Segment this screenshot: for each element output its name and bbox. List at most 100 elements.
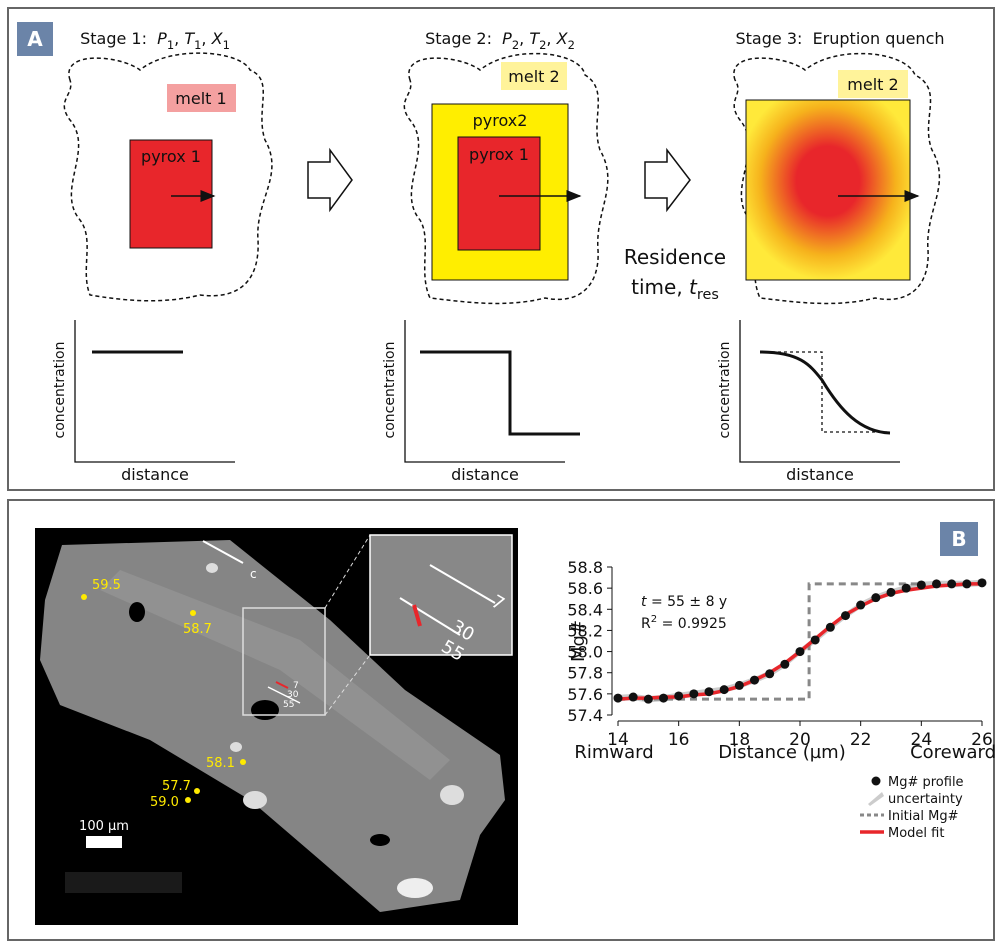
chart: 57.457.657.858.058.258.458.658.814161820… — [567, 558, 996, 841]
x-end-label: Coreward — [910, 742, 996, 763]
axis-label: concentration — [52, 342, 68, 439]
text-run: Residence — [624, 245, 726, 269]
data-point — [796, 647, 805, 656]
data-point — [780, 660, 789, 669]
text-run: res — [697, 287, 719, 303]
y-tick-label: 57.6 — [567, 685, 603, 704]
concentration-profile — [760, 352, 890, 433]
data-point — [932, 579, 941, 588]
data-point — [978, 578, 987, 587]
x-tick-label: 22 — [850, 730, 872, 750]
data-point — [765, 669, 774, 678]
axis-label: concentration — [382, 342, 398, 439]
panel-a: A Stage 1: P1, T1, X1 Stage 2: P2, T2, X… — [8, 8, 994, 490]
text-run: , — [174, 29, 184, 48]
text-run: = 0.9925 — [657, 616, 727, 632]
data-point — [947, 579, 956, 588]
data-point — [705, 687, 714, 696]
text-run: 2 — [539, 38, 546, 52]
stage-title: Stage 2: P2, T2, X2 — [425, 29, 575, 52]
axis-label: distance — [786, 465, 854, 484]
crystal-label: pyrox2 — [473, 111, 528, 130]
legend-label: Mg# profile — [888, 775, 964, 790]
text-run: P — [502, 29, 512, 48]
data-point — [871, 593, 880, 602]
crystal-label: pyrox 1 — [469, 145, 529, 164]
data-point — [841, 611, 850, 620]
profile-label: 30 — [287, 690, 299, 700]
point-label: 59.0 — [150, 795, 179, 810]
text-run: 2 — [568, 38, 575, 52]
residence-label: time, tres — [631, 275, 719, 303]
figure: A Stage 1: P1, T1, X1 Stage 2: P2, T2, X… — [0, 0, 1002, 946]
melt-label: melt 1 — [175, 89, 226, 108]
panel-label: A — [27, 27, 43, 51]
stage-title: Stage 1: P1, T1, X1 — [80, 29, 230, 52]
text-run: 1 — [167, 38, 174, 52]
data-point — [856, 601, 865, 610]
concentration-profile — [420, 352, 580, 434]
axis-label: c — [250, 567, 257, 581]
data-point — [750, 676, 759, 685]
axis-label: concentration — [717, 342, 733, 439]
text-run: 1 — [194, 38, 201, 52]
axis-label: distance — [121, 465, 189, 484]
data-point — [674, 691, 683, 700]
data-point — [902, 584, 911, 593]
crystal-label: pyrox 1 — [141, 147, 201, 166]
text-run: = 55 ± 8 y — [647, 594, 728, 610]
data-point — [917, 580, 926, 589]
crystal-zoned — [746, 100, 910, 280]
residence-label: Residence — [624, 245, 726, 269]
data-point — [887, 588, 896, 597]
x-axis-label: Distance (µm) — [718, 742, 845, 763]
data-point — [614, 694, 623, 703]
data-point — [689, 689, 698, 698]
scale-bar-label: 100 µm — [79, 819, 129, 834]
legend-label: Model fit — [888, 826, 944, 841]
data-point — [629, 693, 638, 702]
y-tick-label: 58.4 — [567, 600, 603, 619]
data-point — [962, 579, 971, 588]
data-point — [659, 694, 668, 703]
text-run: Stage 2: — [425, 29, 502, 48]
data-point — [720, 685, 729, 694]
annotation: R2 = 0.9925 — [641, 614, 727, 632]
point-label: 57.7 — [162, 779, 191, 794]
y-tick-label: 58.6 — [567, 579, 603, 598]
point-label: 58.7 — [183, 622, 212, 637]
data-point — [644, 695, 653, 704]
y-axis-label: Mg# — [568, 620, 589, 662]
x-end-label: Rimward — [574, 742, 653, 763]
text-run: 2 — [512, 38, 519, 52]
data-point — [735, 681, 744, 690]
legend-symbol — [868, 792, 884, 806]
stage-arrow — [308, 150, 352, 210]
initial-profile — [760, 352, 890, 432]
point-label: 59.5 — [92, 578, 121, 593]
stage-title: Stage 3: Eruption quench — [736, 29, 945, 48]
y-tick-label: 58.8 — [567, 558, 603, 577]
text-run: Stage 3: Eruption quench — [736, 29, 945, 48]
text-run: R — [641, 616, 651, 632]
legend-symbol — [872, 777, 881, 786]
y-tick-label: 57.4 — [567, 706, 603, 725]
data-point — [826, 623, 835, 632]
legend-label: uncertainty — [888, 792, 963, 807]
text-run: 1 — [223, 38, 230, 52]
text-run: , — [201, 29, 211, 48]
axis-label: distance — [451, 465, 519, 484]
panel-b: B 59.5 58.7 58.1 57.7 59.0 c 100 µm 7 30… — [8, 500, 996, 940]
stage-arrow — [645, 150, 690, 210]
melt-label: melt 2 — [508, 67, 559, 86]
legend-label: Initial Mg# — [888, 809, 958, 824]
text-run: , — [546, 29, 556, 48]
text-run: P — [157, 29, 167, 48]
profile-label: 55 — [283, 700, 294, 710]
text-run: , — [519, 29, 529, 48]
panel-label: B — [951, 527, 966, 551]
melt-label: melt 2 — [847, 75, 898, 94]
data-point — [811, 635, 820, 644]
text-run: time, — [631, 275, 689, 299]
point-label: 58.1 — [206, 756, 235, 771]
